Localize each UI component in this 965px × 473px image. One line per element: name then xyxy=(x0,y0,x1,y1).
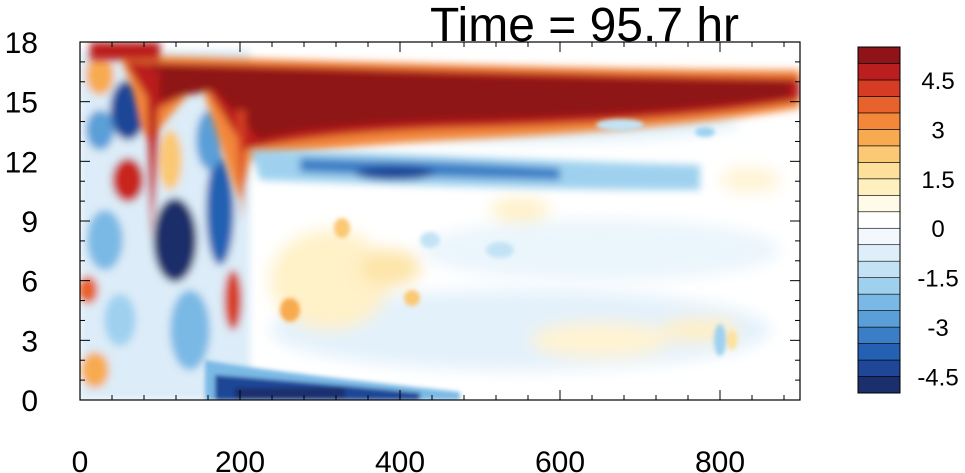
weak-positive-region xyxy=(530,322,670,358)
colorbar-label: 4.5 xyxy=(921,68,954,95)
weak-negative-region xyxy=(420,220,780,280)
colorbar-frame xyxy=(857,46,901,394)
y-tick-label: 6 xyxy=(21,266,38,299)
colorbar-box xyxy=(857,162,901,180)
colorbar-box xyxy=(857,129,901,147)
negative-band-inner xyxy=(300,158,560,180)
colorbar-box xyxy=(857,359,901,377)
colorbar-box xyxy=(857,326,901,344)
positive-anomaly xyxy=(158,130,182,190)
colorbar-box xyxy=(857,112,901,130)
positive-anomaly xyxy=(112,158,144,202)
colorbar-label: -4.5 xyxy=(917,365,958,392)
negative-anomaly xyxy=(170,290,210,370)
y-axis-ticks: 0 3 6 9 12 15 18 xyxy=(5,27,800,418)
colorbar-box xyxy=(857,277,901,295)
colorbar-box xyxy=(857,96,901,114)
weak-positive-region xyxy=(270,230,390,330)
y-tick-label: 12 xyxy=(5,146,38,179)
colorbar-box xyxy=(857,145,901,163)
colorbar-box xyxy=(857,63,901,81)
heatmap-field xyxy=(80,42,800,400)
positive-anomaly xyxy=(81,352,109,388)
colorbar-box xyxy=(857,178,901,196)
y-tick-label: 3 xyxy=(21,325,38,358)
negative-anomaly xyxy=(486,242,514,258)
negative-anomaly xyxy=(86,110,114,150)
negative-band-core xyxy=(355,166,435,180)
positive-anomaly xyxy=(334,218,350,238)
colorbar-box xyxy=(857,293,901,311)
positive-anomaly xyxy=(80,276,98,304)
positive-band-top-edge xyxy=(90,42,160,60)
colorbar-labels: 4.5 3 1.5 0 -1.5 -3 -4.5 xyxy=(917,68,958,392)
x-tick-label: 0 xyxy=(72,446,89,473)
positive-anomaly xyxy=(280,298,300,322)
negative-anomaly xyxy=(206,155,234,265)
negative-anomaly xyxy=(104,294,136,346)
positive-anomaly xyxy=(224,270,242,330)
colorbar-box xyxy=(857,260,901,278)
colorbar-box xyxy=(857,227,901,246)
x-tick-label: 800 xyxy=(695,446,745,473)
colorbar-boxes xyxy=(857,46,901,394)
surface-negative-core xyxy=(235,388,345,398)
colorbar-box xyxy=(857,244,901,262)
colorbar-box xyxy=(857,310,901,328)
colorbar-box xyxy=(857,46,901,64)
colorbar-box xyxy=(857,211,901,229)
negative-anomaly xyxy=(714,324,726,356)
colorbar-box xyxy=(857,343,901,361)
colorbar-label: -1.5 xyxy=(917,266,958,293)
weak-positive-region xyxy=(490,198,550,222)
colorbar-box xyxy=(857,376,901,394)
colorbar-label: -3 xyxy=(927,315,948,342)
negative-anomaly xyxy=(153,198,197,282)
colorbar-box xyxy=(857,79,901,97)
x-tick-label: 400 xyxy=(375,446,425,473)
y-tick-label: 15 xyxy=(5,87,38,120)
negative-anomaly xyxy=(596,119,644,131)
negative-anomaly xyxy=(87,210,123,270)
y-tick-label: 0 xyxy=(21,385,38,418)
colorbar-label: 1.5 xyxy=(921,167,954,194)
colorbar-box xyxy=(857,194,901,213)
colorbar-label: 0 xyxy=(931,216,944,243)
negative-anomaly xyxy=(420,232,440,248)
weak-positive-region xyxy=(360,250,420,286)
positive-column xyxy=(236,110,246,220)
negative-anomaly xyxy=(695,127,715,137)
x-axis-ticks: 0 200 400 600 800 xyxy=(72,42,785,473)
x-tick-label: 200 xyxy=(215,446,265,473)
x-tick-label: 600 xyxy=(535,446,585,473)
positive-column xyxy=(146,70,160,240)
colorbar-label: 3 xyxy=(931,117,944,144)
positive-anomaly xyxy=(727,330,737,350)
colorbar: 4.5 3 1.5 0 -1.5 -3 -4.5 xyxy=(857,46,959,394)
weak-positive-region xyxy=(720,168,780,192)
positive-band-core xyxy=(150,65,790,140)
positive-anomaly xyxy=(404,290,420,306)
y-tick-label: 9 xyxy=(21,206,38,239)
plot-axes: 0 200 400 600 800 0 3 6 9 12 15 18 xyxy=(5,27,801,473)
y-tick-label: 18 xyxy=(5,27,38,60)
positive-anomaly xyxy=(86,55,114,95)
